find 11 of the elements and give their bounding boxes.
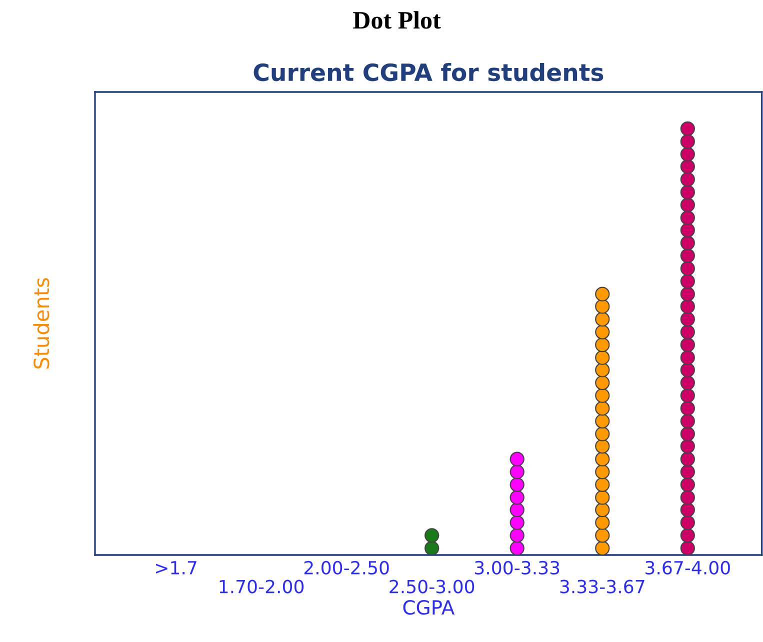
x-tick-label: 3.00-3.33	[475, 560, 560, 575]
x-tick-label: 3.67-4.00	[646, 560, 730, 575]
y-axis-title: Students	[33, 278, 50, 369]
x-tick-label: 1.70-2.00	[220, 580, 304, 594]
x-tick-label: >1.7	[156, 561, 196, 574]
x-tick-label: 2.00-2.50	[304, 560, 389, 575]
x-axis-title: CGPA	[403, 600, 454, 615]
x-tick-label: 3.33-3.67	[560, 580, 644, 594]
x-tick-label: 2.50-3.00	[390, 580, 474, 594]
chart-title: Dot Plot	[353, 11, 441, 29]
chart-subtitle: Current CGPA for students	[254, 62, 604, 82]
